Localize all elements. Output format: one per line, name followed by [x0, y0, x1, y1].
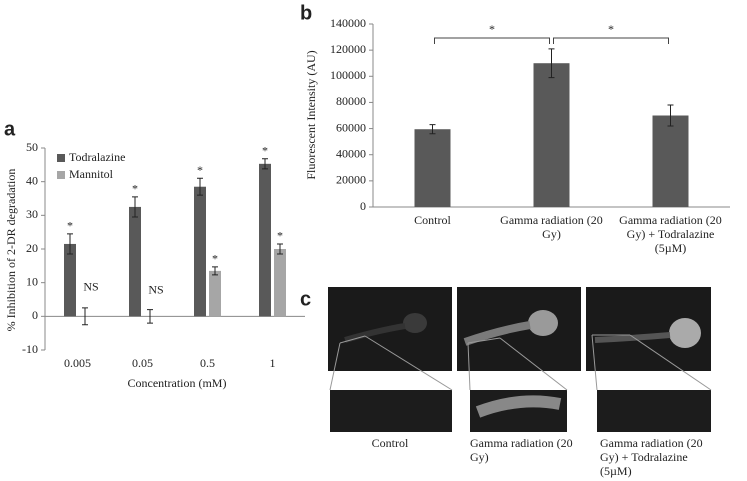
bar — [64, 243, 76, 317]
error-bar — [132, 196, 138, 218]
x-tick-label-box: Control — [414, 213, 451, 227]
error-bar — [147, 309, 153, 324]
error-bar — [277, 243, 283, 255]
y-tick-label: 40000 — [336, 146, 366, 160]
x-tick-label: 1 — [269, 356, 276, 370]
zoom-lines — [329, 334, 712, 391]
bar — [652, 115, 689, 207]
micrographs — [328, 287, 712, 432]
y-axis-label: % Inhibition of 2-DR degradation — [4, 169, 18, 332]
caption-text: Gamma radiation (20 Gy) — [470, 436, 573, 464]
embryo — [669, 318, 701, 348]
legend-swatch — [57, 154, 65, 162]
zoom-image — [330, 390, 452, 432]
x-tick-label-box: 1 — [269, 356, 276, 370]
significance-label: * — [197, 163, 203, 177]
y-tick-label: 40 — [26, 173, 38, 187]
embryo — [528, 310, 558, 336]
significance-bracket — [553, 37, 669, 44]
legend-label: Mannitol — [69, 167, 114, 181]
significance-label: * — [132, 182, 138, 196]
bracket-label: * — [489, 22, 495, 36]
x-tick-label: Control — [414, 213, 451, 227]
error-bar — [82, 307, 88, 326]
y-tick-label: 80000 — [336, 94, 366, 108]
y-tick-label: 30 — [26, 207, 38, 221]
significance-label: * — [212, 252, 218, 266]
x-tick-label-box: Gamma radiation (20 Gy) — [500, 213, 603, 241]
error-bar — [667, 104, 674, 127]
error-bar — [429, 124, 436, 135]
bar — [209, 270, 221, 317]
significance-label: * — [67, 219, 73, 233]
embryo — [344, 323, 406, 343]
embryo — [403, 313, 427, 333]
y-tick-label: 20 — [26, 241, 38, 255]
significance-label: * — [277, 229, 283, 243]
caption-text: Gamma radiation (20 Gy) + Todralazine (5… — [600, 436, 703, 478]
bar — [259, 163, 271, 317]
error-bar — [67, 233, 73, 255]
caption: Gamma radiation (20 Gy) — [470, 436, 573, 464]
panel-label: a — [4, 118, 16, 140]
embryo — [463, 321, 531, 346]
legend-label: Todralazine — [69, 150, 125, 164]
x-tick-label-box: 0.5 — [200, 356, 215, 370]
panel-label: c — [300, 288, 311, 310]
caption: Gamma radiation (20 Gy) + Todralazine (5… — [600, 436, 703, 478]
x-tick-label-box: Gamma radiation (20 Gy) + Todralazine (5… — [619, 213, 722, 255]
y-tick-label: 20000 — [336, 173, 366, 187]
bar — [533, 63, 570, 207]
y-tick-label: 60000 — [336, 120, 366, 134]
y-tick-label: 0 — [360, 199, 366, 213]
significance-bracket — [434, 37, 550, 44]
error-bar — [548, 48, 555, 79]
x-tick-label: 0.5 — [200, 356, 215, 370]
error-bar — [212, 266, 218, 276]
significance-label: NS — [83, 279, 98, 293]
x-tick-label: Gamma radiation (20 Gy) — [500, 213, 603, 241]
significance-label: * — [262, 144, 268, 158]
y-tick-label: 10 — [26, 274, 38, 288]
significance-label: NS — [148, 283, 163, 297]
panel-label: b — [300, 2, 312, 24]
x-tick-label: 0.005 — [64, 356, 91, 370]
embryo — [475, 395, 562, 418]
x-tick-label: Gamma radiation (20 Gy) + Todralazine (5… — [619, 213, 722, 255]
bar — [414, 129, 451, 207]
bracket-label: * — [608, 22, 614, 36]
x-tick-label: 0.05 — [132, 356, 153, 370]
x-tick-label-box: 0.005 — [64, 356, 91, 370]
caption: Control — [371, 436, 409, 450]
y-tick-label: -10 — [22, 342, 38, 356]
y-tick-label: 50 — [26, 140, 38, 154]
zoom-image — [597, 390, 711, 432]
bar — [274, 249, 286, 317]
x-tick-label-box: 0.05 — [132, 356, 153, 370]
bar — [194, 186, 206, 317]
y-tick-label: 120000 — [330, 42, 366, 56]
y-tick-label: 140000 — [330, 16, 366, 30]
y-tick-label: 100000 — [330, 68, 366, 82]
y-tick-label: 0 — [32, 308, 38, 322]
y-axis-label: Fluorescent Intensity (AU) — [304, 50, 318, 179]
caption-text: Control — [371, 436, 409, 450]
legend-swatch — [57, 171, 65, 179]
bar — [129, 206, 141, 317]
error-bar — [262, 158, 268, 170]
x-axis-label: Concentration (mM) — [128, 376, 227, 390]
error-bar — [197, 177, 203, 196]
